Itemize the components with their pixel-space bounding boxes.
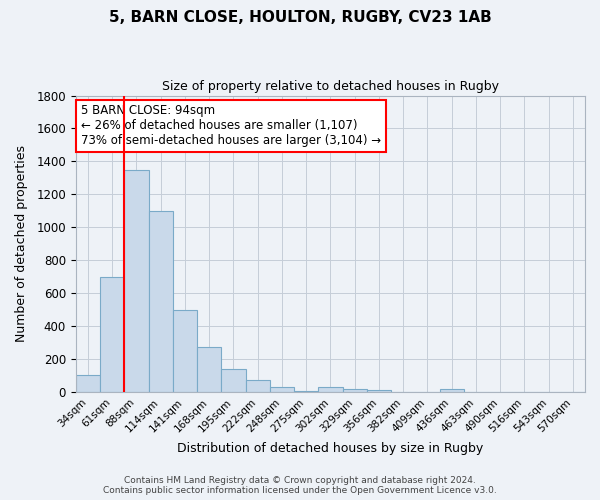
X-axis label: Distribution of detached houses by size in Rugby: Distribution of detached houses by size … [177,442,484,455]
Y-axis label: Number of detached properties: Number of detached properties [15,146,28,342]
Bar [173,310,197,392]
Bar [76,376,100,392]
Bar [245,380,270,392]
Text: Contains HM Land Registry data © Crown copyright and database right 2024.
Contai: Contains HM Land Registry data © Crown c… [103,476,497,495]
Text: 5 BARN CLOSE: 94sqm
← 26% of detached houses are smaller (1,107)
73% of semi-det: 5 BARN CLOSE: 94sqm ← 26% of detached ho… [81,104,381,148]
Bar [124,170,149,392]
Bar [221,369,245,392]
Bar [197,346,221,392]
Title: Size of property relative to detached houses in Rugby: Size of property relative to detached ho… [162,80,499,93]
Bar [270,387,294,392]
Bar [100,276,124,392]
Text: 5, BARN CLOSE, HOULTON, RUGBY, CV23 1AB: 5, BARN CLOSE, HOULTON, RUGBY, CV23 1AB [109,10,491,25]
Bar [440,388,464,392]
Bar [343,390,367,392]
Bar [318,387,343,392]
Bar [149,211,173,392]
Bar [367,390,391,392]
Bar [294,391,318,392]
